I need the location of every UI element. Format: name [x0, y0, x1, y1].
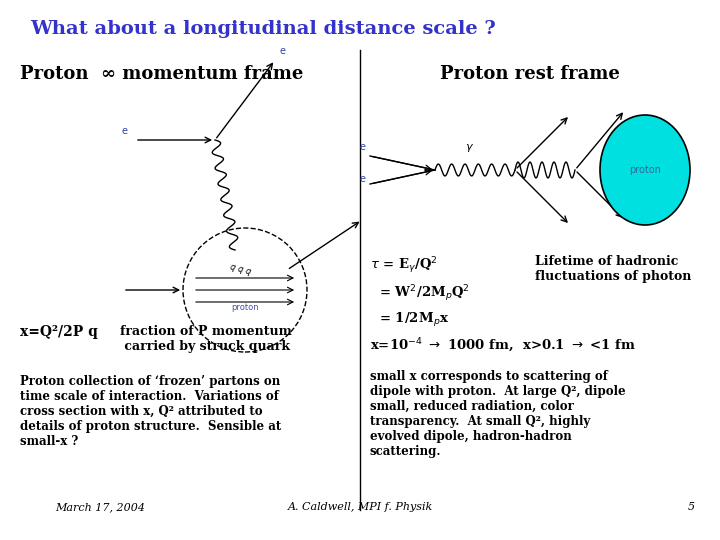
Text: proton: proton	[629, 165, 661, 175]
Text: e: e	[360, 142, 366, 152]
Ellipse shape	[600, 115, 690, 225]
Text: Proton  ∞ momentum frame: Proton ∞ momentum frame	[20, 65, 303, 83]
Text: q q q: q q q	[228, 263, 251, 277]
Text: small x corresponds to scattering of
dipole with proton.  At large Q², dipole
sm: small x corresponds to scattering of dip…	[370, 370, 626, 458]
Text: x=Q²/2P q: x=Q²/2P q	[20, 325, 98, 339]
Text: fraction of P momentum
 carried by struck quark: fraction of P momentum carried by struck…	[120, 325, 292, 353]
Text: $\tau$ = E$_\gamma$/Q$^2$: $\tau$ = E$_\gamma$/Q$^2$	[370, 255, 438, 275]
Text: = W$^2$/2M$_p$Q$^2$: = W$^2$/2M$_p$Q$^2$	[370, 283, 470, 303]
Text: March 17, 2004: March 17, 2004	[55, 502, 145, 512]
Text: 5: 5	[688, 502, 695, 512]
Text: = 1/2M$_p$x: = 1/2M$_p$x	[370, 311, 449, 329]
Text: e: e	[360, 174, 366, 184]
Text: A. Caldwell, MPI f. Physik: A. Caldwell, MPI f. Physik	[287, 502, 433, 512]
Text: Lifetime of hadronic
fluctuations of photon: Lifetime of hadronic fluctuations of pho…	[535, 255, 691, 283]
Text: Proton rest frame: Proton rest frame	[440, 65, 620, 83]
Text: x=10$^{-4}$ $\rightarrow$ 1000 fm,  x>0.1 $\rightarrow$ <1 fm: x=10$^{-4}$ $\rightarrow$ 1000 fm, x>0.1…	[370, 337, 636, 355]
Text: $\gamma$: $\gamma$	[465, 142, 474, 154]
Text: e: e	[279, 46, 285, 56]
Text: e: e	[121, 126, 127, 136]
Text: Proton collection of ‘frozen’ partons on
time scale of interaction.  Variations : Proton collection of ‘frozen’ partons on…	[20, 375, 282, 448]
Text: What about a longitudinal distance scale ?: What about a longitudinal distance scale…	[30, 20, 496, 38]
Text: proton: proton	[231, 303, 258, 313]
